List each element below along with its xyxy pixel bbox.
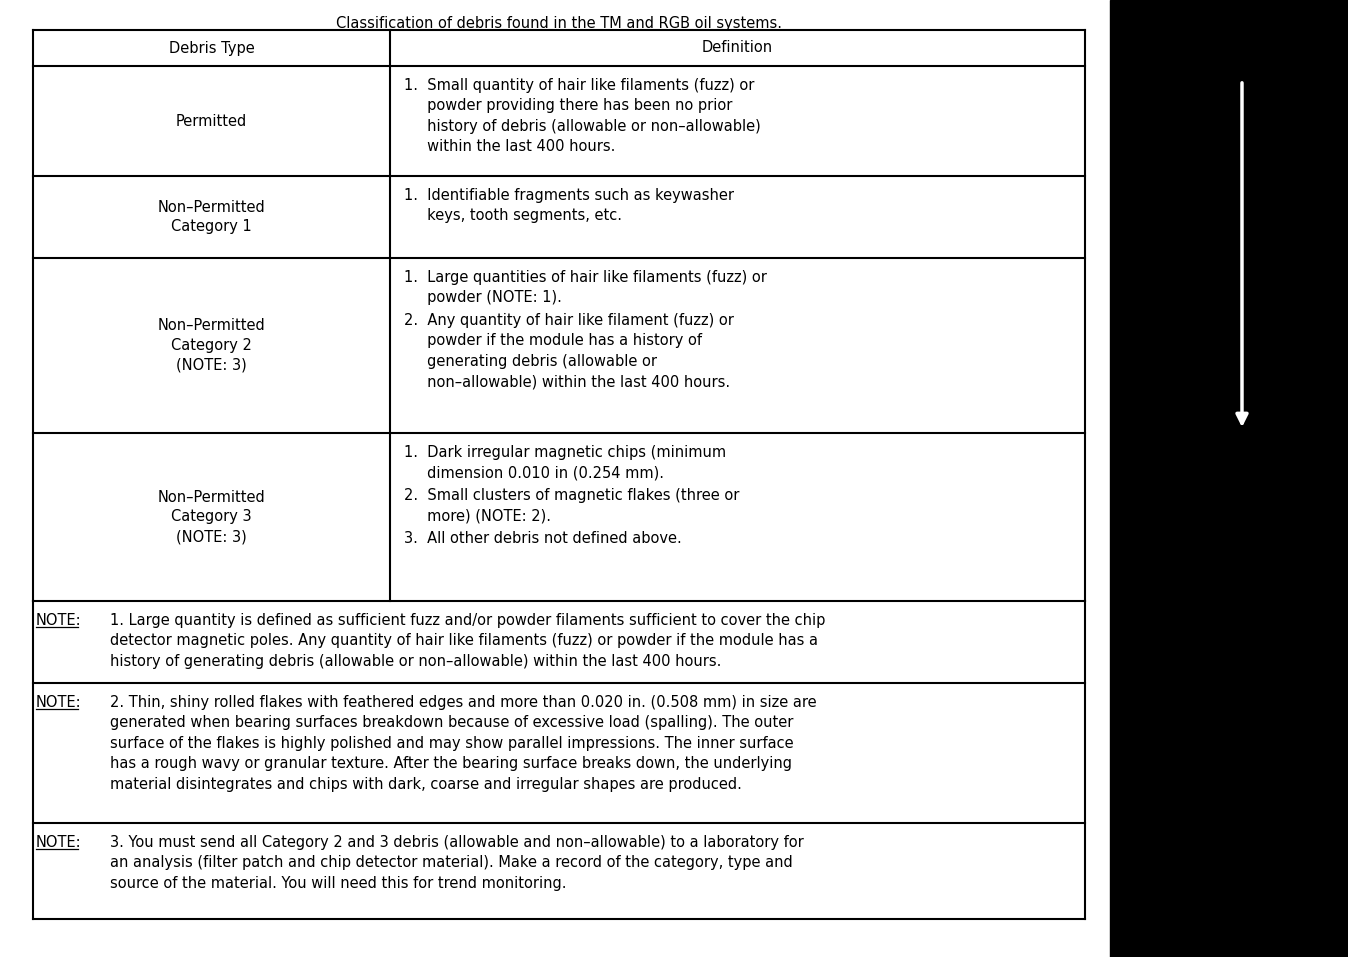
- Text: (NOTE: 3): (NOTE: 3): [177, 529, 247, 545]
- Text: (NOTE: 3): (NOTE: 3): [177, 358, 247, 373]
- Text: 1.  Small quantity of hair like filaments (fuzz) or
     powder providing there : 1. Small quantity of hair like filaments…: [404, 78, 760, 154]
- Text: 1.  Identifiable fragments such as keywasher
     keys, tooth segments, etc.: 1. Identifiable fragments such as keywas…: [404, 188, 735, 223]
- Text: 2.  Any quantity of hair like filament (fuzz) or
     powder if the module has a: 2. Any quantity of hair like filament (f…: [404, 313, 733, 389]
- Text: NOTE:: NOTE:: [36, 695, 82, 710]
- Text: Category 3: Category 3: [171, 509, 252, 524]
- Text: Category 2: Category 2: [171, 338, 252, 353]
- Text: 1.  Dark irregular magnetic chips (minimum
     dimension 0.010 in (0.254 mm).: 1. Dark irregular magnetic chips (minimu…: [404, 445, 727, 480]
- Text: 2. Thin, shiny rolled flakes with feathered edges and more than 0.020 in. (0.508: 2. Thin, shiny rolled flakes with feathe…: [111, 695, 817, 791]
- Text: NOTE:: NOTE:: [36, 835, 82, 850]
- Text: 1.  Large quantities of hair like filaments (fuzz) or
     powder (NOTE: 1).: 1. Large quantities of hair like filamen…: [404, 270, 767, 305]
- Text: Classification of debris found in the TM and RGB oil systems.: Classification of debris found in the TM…: [336, 16, 782, 31]
- Text: 1. Large quantity is defined as sufficient fuzz and/or powder filaments sufficie: 1. Large quantity is defined as sufficie…: [111, 613, 825, 669]
- Text: Non–Permitted: Non–Permitted: [158, 318, 266, 333]
- Text: 2.  Small clusters of magnetic flakes (three or
     more) (NOTE: 2).: 2. Small clusters of magnetic flakes (th…: [404, 488, 739, 523]
- Text: 3.  All other debris not defined above.: 3. All other debris not defined above.: [404, 531, 682, 546]
- Bar: [1109, 0, 1348, 957]
- Text: Category 1: Category 1: [171, 219, 252, 234]
- Text: Non–Permitted: Non–Permitted: [158, 199, 266, 214]
- Text: Definition: Definition: [702, 40, 772, 56]
- Text: Permitted: Permitted: [175, 114, 247, 128]
- Text: NOTE:: NOTE:: [36, 613, 82, 628]
- Text: Debris Type: Debris Type: [168, 40, 255, 56]
- Text: 3. You must send all Category 2 and 3 debris (allowable and non–allowable) to a : 3. You must send all Category 2 and 3 de…: [111, 835, 803, 891]
- Text: Non–Permitted: Non–Permitted: [158, 489, 266, 504]
